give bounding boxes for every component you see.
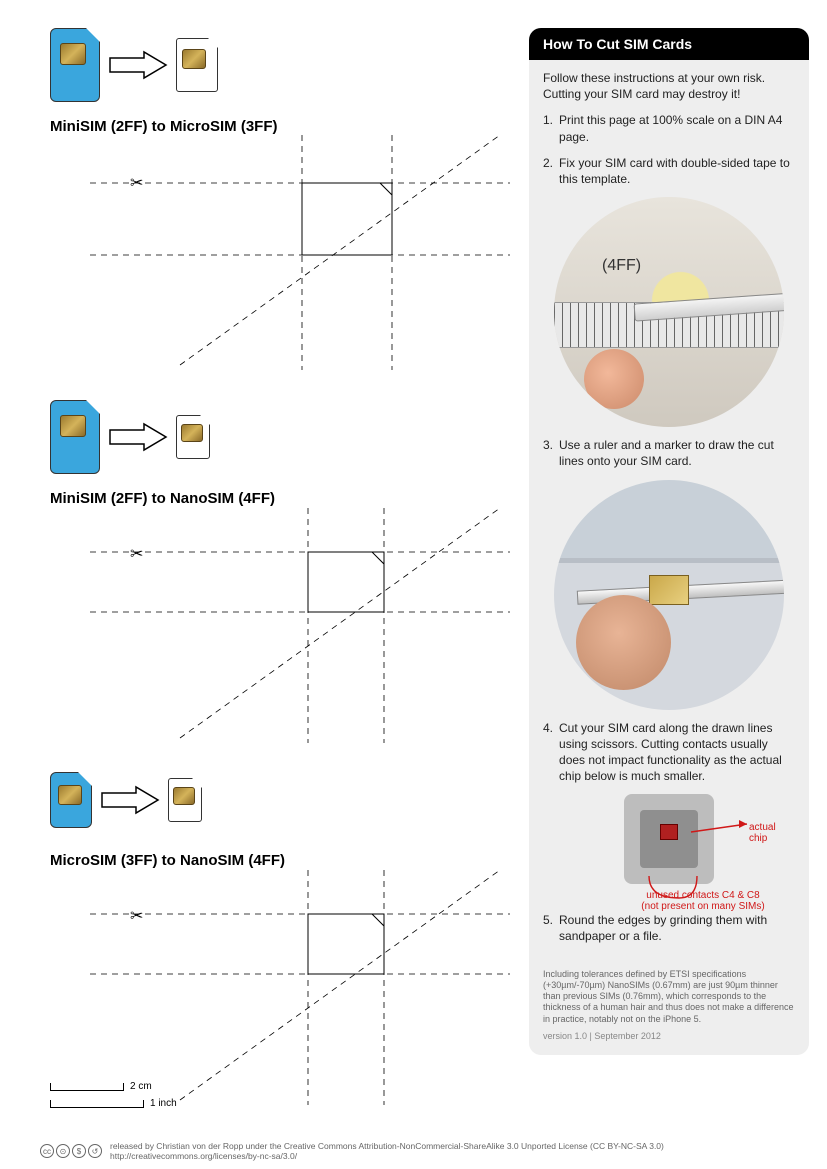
mini-sim-card — [50, 400, 100, 474]
sim-chip — [60, 415, 86, 437]
conversion-header — [50, 28, 218, 102]
step-text: Fix your SIM card with double-sided tape… — [559, 155, 795, 187]
conversion-label: MiniSIM (2FF) to NanoSIM (4FF) — [50, 490, 275, 507]
chip-diagram: actual chip unused contacts C4 & C8 (not… — [599, 794, 739, 884]
footer: cc ⊙ $ ↺ released by Christian von der R… — [40, 1141, 809, 1161]
step-num: 4. — [543, 720, 553, 785]
sim-notch — [208, 38, 218, 48]
by-icon: ⊙ — [56, 1144, 70, 1158]
nc-icon: $ — [72, 1144, 86, 1158]
scale-label: 2 cm — [130, 1081, 152, 1092]
scale-line — [50, 1100, 144, 1108]
fine-print: Including tolerances defined by ETSI spe… — [529, 965, 809, 1025]
fff-label: (4FF) — [602, 257, 641, 275]
micro-sim-card — [50, 772, 92, 828]
templates-area: MiniSIM (2FF) to MicroSIM (3FF)✂MiniSIM … — [0, 0, 510, 1140]
sim-chip — [181, 424, 203, 442]
step-1: 1. Print this page at 100% scale on a DI… — [543, 112, 795, 144]
step-text: Cut your SIM card along the drawn lines … — [559, 720, 795, 785]
cut-template — [30, 870, 510, 1105]
arrow-icon — [100, 785, 160, 815]
sim-chip — [173, 787, 195, 805]
conversion-label: MicroSIM (3FF) to NanoSIM (4FF) — [50, 852, 285, 869]
cut-template — [30, 508, 510, 743]
sim-notch — [86, 400, 100, 414]
hand-graphic — [576, 595, 671, 690]
sim-notch — [86, 28, 100, 42]
micro-sim-card — [176, 38, 218, 92]
conversion-header — [50, 772, 202, 828]
sa-icon: ↺ — [88, 1144, 102, 1158]
step-text: Round the edges by grinding them with sa… — [559, 912, 795, 944]
sim-chip — [58, 785, 82, 805]
scale-cm: 2 cm — [50, 1081, 177, 1092]
step-num: 2. — [543, 155, 553, 187]
mini-sim-card — [50, 28, 100, 102]
annot-actual-chip: actual chip — [749, 822, 776, 844]
chip-core — [660, 824, 678, 840]
cc-badges: cc ⊙ $ ↺ — [40, 1144, 102, 1158]
scale-line — [50, 1083, 124, 1091]
photo-cut-sim — [554, 480, 784, 710]
sim-chip — [60, 43, 86, 65]
nano-sim-card — [168, 778, 202, 822]
scale-bars: 2 cm 1 inch — [50, 1081, 177, 1115]
footer-text: released by Christian von der Ropp under… — [110, 1141, 809, 1161]
cc-icon: cc — [40, 1144, 54, 1158]
panel-title: How To Cut SIM Cards — [529, 28, 809, 60]
sim-notch — [78, 772, 92, 786]
chip-outer — [624, 794, 714, 884]
panel-body: Follow these instructions at your own ri… — [529, 60, 809, 965]
step-num: 3. — [543, 437, 553, 469]
arrow-icon — [108, 50, 168, 80]
finger-graphic — [584, 349, 644, 409]
step-2: 2. Fix your SIM card with double-sided t… — [543, 155, 795, 187]
step-text: Use a ruler and a marker to draw the cut… — [559, 437, 795, 469]
scale-inch: 1 inch — [50, 1098, 177, 1109]
nano-sim-card — [176, 415, 210, 459]
annot-unused-contacts: unused contacts C4 & C8 (not present on … — [593, 890, 813, 912]
step-text: Print this page at 100% scale on a DIN A… — [559, 112, 795, 144]
step-num: 1. — [543, 112, 553, 144]
cut-template — [30, 135, 510, 370]
panel-intro: Follow these instructions at your own ri… — [543, 70, 795, 102]
sim-chip — [182, 49, 206, 69]
step-num: 5. — [543, 912, 553, 944]
scale-label: 1 inch — [150, 1098, 177, 1109]
step-5: 5. Round the edges by grinding them with… — [543, 912, 795, 944]
instructions-panel: How To Cut SIM Cards Follow these instru… — [529, 28, 809, 1055]
photo-mark-lines: (4FF) — [554, 197, 784, 427]
conversion-header — [50, 400, 210, 474]
step-3: 3. Use a ruler and a marker to draw the … — [543, 437, 795, 469]
arrow-icon — [108, 422, 168, 452]
step-4: 4. Cut your SIM card along the drawn lin… — [543, 720, 795, 785]
conversion-label: MiniSIM (2FF) to MicroSIM (3FF) — [50, 118, 277, 135]
sim-on-paper — [649, 575, 689, 605]
version-line: version 1.0 | September 2012 — [529, 1025, 809, 1041]
